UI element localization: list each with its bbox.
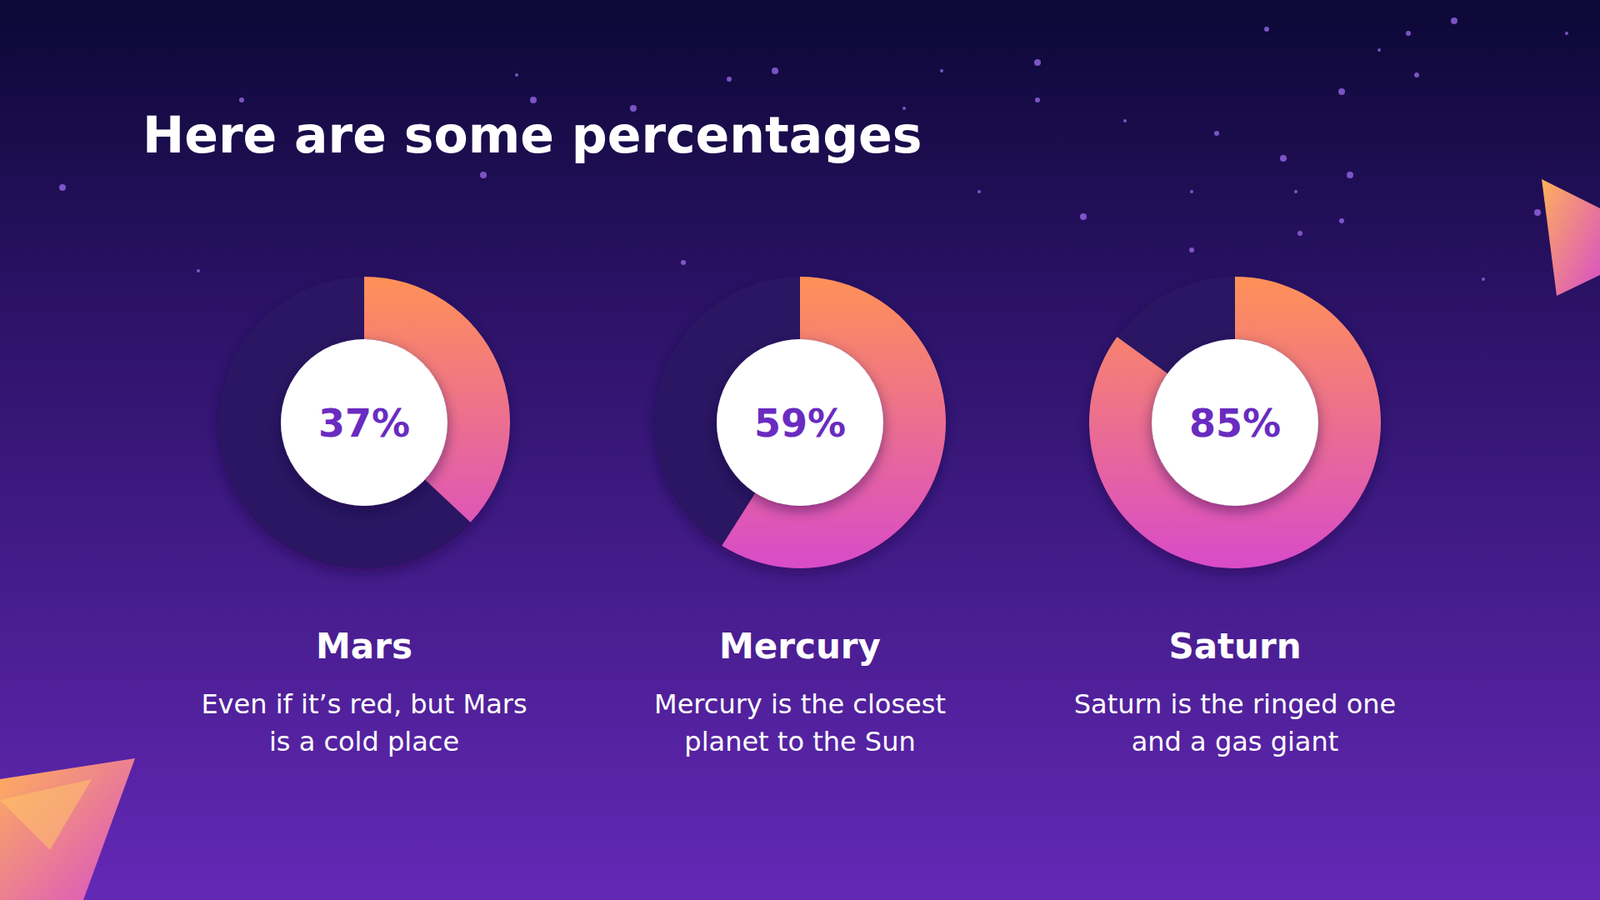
slide-title: Here are some percentages — [142, 105, 923, 165]
star — [239, 97, 245, 103]
chart-title: Mars — [315, 625, 413, 667]
donut-chart: 85% Saturn Saturn is the ringed one and a g… — [1074, 276, 1397, 758]
decor-triangle — [1541, 179, 1600, 296]
background — [0, 0, 1600, 900]
star — [1189, 247, 1195, 253]
donut-center — [280, 339, 448, 506]
star — [1338, 88, 1345, 95]
star — [1297, 230, 1303, 236]
star — [1565, 31, 1569, 35]
star — [515, 73, 519, 77]
donut-chart: 59% Mercury Mercury is the closest planet t… — [654, 276, 946, 758]
star — [977, 190, 981, 194]
value-label: 85% — [1189, 400, 1281, 446]
slide: Here are some percentages 37% Mars Even if … — [0, 0, 1600, 900]
chart-description: and a gas giant — [1131, 725, 1340, 758]
star — [1123, 119, 1127, 123]
chart-description: is a cold place — [269, 725, 460, 758]
star — [680, 260, 686, 265]
star — [1294, 190, 1298, 194]
donut-arc — [721, 276, 946, 569]
star — [1377, 48, 1381, 52]
donut-center — [1151, 339, 1319, 506]
chart-title: Saturn — [1168, 625, 1301, 667]
star — [1450, 17, 1458, 25]
star — [1190, 190, 1194, 194]
star — [940, 69, 944, 73]
star — [1414, 72, 1420, 78]
donut-arc — [1089, 276, 1381, 569]
star — [1346, 171, 1354, 179]
stars — [59, 17, 1569, 281]
star — [1080, 213, 1087, 220]
star — [1481, 277, 1485, 281]
star — [530, 96, 537, 104]
donut-marks — [721, 276, 946, 569]
donut-center — [716, 339, 884, 506]
chart-description: Even if it’s red, but Mars — [200, 688, 527, 720]
chart-title: Mercury — [719, 625, 881, 667]
star — [480, 171, 487, 179]
star — [1534, 209, 1541, 216]
donut-chart: 37% Mars Even if it’s red, but Mars is a co… — [200, 276, 527, 758]
star — [1280, 155, 1287, 162]
value-label: 37% — [318, 400, 410, 446]
star — [1214, 130, 1220, 136]
star — [726, 76, 732, 82]
star — [196, 269, 200, 273]
star — [1405, 30, 1411, 36]
chart-description: Mercury is the closest — [654, 688, 946, 720]
star — [1034, 59, 1041, 66]
value-label: 59% — [754, 400, 846, 446]
donut-track — [218, 276, 510, 569]
decor-triangle — [0, 758, 135, 900]
chart-description: planet to the Sun — [684, 725, 915, 758]
star — [59, 184, 66, 191]
star — [771, 67, 779, 75]
star — [1264, 26, 1270, 32]
star — [1339, 218, 1345, 224]
chart-description: Saturn is the ringed one — [1074, 688, 1397, 720]
star — [1035, 97, 1040, 103]
donut-marks — [1089, 276, 1381, 569]
decor-triangle — [0, 779, 92, 850]
donut-track — [1089, 276, 1381, 569]
donut-track — [654, 276, 946, 569]
